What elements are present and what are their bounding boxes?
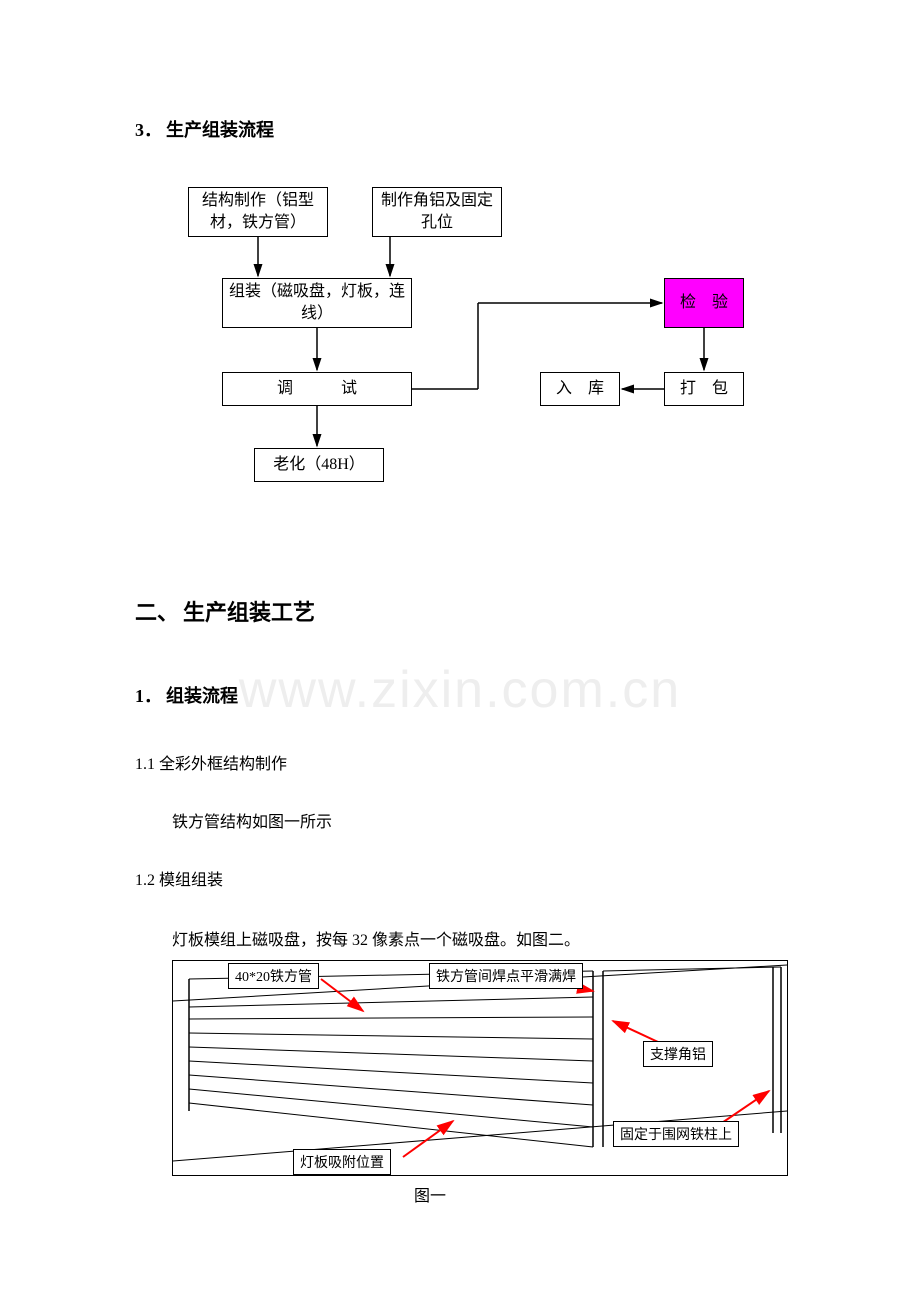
para-1-2-body: 灯板模组上磁吸盘，按每 32 像素点一个磁吸盘。如图二。 xyxy=(172,926,580,950)
flow-node-angle: 制作角铝及固定孔位 xyxy=(372,187,502,237)
watermark-text: www.zixin.com.cn xyxy=(239,660,681,720)
para-1-1: 1.1 全彩外框结构制作 xyxy=(135,750,287,774)
fig1-label-weld: 铁方管间焊点平滑满焊 xyxy=(429,963,583,989)
flow-node-structure: 结构制作（铝型材，铁方管） xyxy=(188,187,328,237)
flow-node-inspect: 检 验 xyxy=(664,278,744,328)
fig1-label-lamp: 灯板吸附位置 xyxy=(293,1149,391,1175)
section-1-heading: 1． 组装流程 xyxy=(135,682,238,708)
section-2-number: 二、 xyxy=(135,600,179,625)
section-2-title: 生产组装工艺 xyxy=(183,600,315,625)
figure-1: 40*20铁方管 铁方管间焊点平滑满焊 支撑角铝 灯板吸附位置 固定于围网铁柱上 xyxy=(172,960,788,1176)
fig1-label-fix: 固定于围网铁柱上 xyxy=(613,1121,739,1147)
para-1-2: 1.2 模组组装 xyxy=(135,866,223,890)
fig1-label-tube: 40*20铁方管 xyxy=(228,963,319,989)
page: www.zixin.com.cn 3． 生产组装流程 结构制作（铝型材，铁方管）… xyxy=(0,0,920,1302)
flow-node-assembly: 组装（磁吸盘，灯板，连线） xyxy=(222,278,412,328)
para-1-1-body: 铁方管结构如图一所示 xyxy=(172,808,332,832)
flow-node-debug: 调 试 xyxy=(222,372,412,406)
section-1-title: 组装流程 xyxy=(166,686,238,706)
fig1-label-brace: 支撑角铝 xyxy=(643,1041,713,1067)
flow-node-pack: 打 包 xyxy=(664,372,744,406)
section-1-number: 1． xyxy=(135,686,162,706)
flow-node-store: 入 库 xyxy=(540,372,620,406)
section-3-number: 3． xyxy=(135,120,162,140)
section-3-title: 生产组装流程 xyxy=(166,120,274,140)
figure-1-caption: 图一 xyxy=(414,1182,446,1206)
section-3-heading: 3． 生产组装流程 xyxy=(135,116,274,142)
flow-node-aging: 老化（48H） xyxy=(254,448,384,482)
section-2-heading: 二、 生产组装工艺 xyxy=(135,595,315,627)
flowchart-arrows xyxy=(0,0,920,520)
